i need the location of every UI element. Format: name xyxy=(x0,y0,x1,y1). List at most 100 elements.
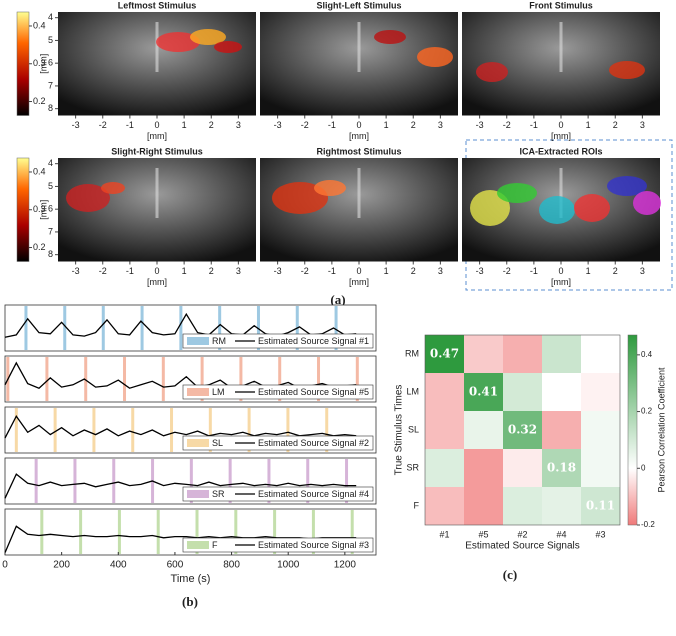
heatmap-cell xyxy=(542,487,581,525)
heatmap-cell xyxy=(464,487,503,525)
activation xyxy=(417,47,453,67)
stimulus-marker xyxy=(234,510,238,554)
activation xyxy=(214,41,242,53)
activation xyxy=(66,184,110,212)
colorbar-tick-label: 0.4 xyxy=(33,20,46,30)
x-tick-label: -1 xyxy=(328,266,336,276)
stimulus-marker xyxy=(53,408,57,452)
x-tick-label: -2 xyxy=(503,266,511,276)
x-tick-label: -1 xyxy=(328,120,336,130)
x-tick-label: #4 xyxy=(556,529,566,539)
x-axis-label: [mm] xyxy=(551,131,571,141)
x-tick-label: #5 xyxy=(478,529,488,539)
legend-label: SL xyxy=(212,438,223,448)
heatmap-cell xyxy=(425,335,464,373)
x-tick-label: -3 xyxy=(72,120,80,130)
y-axis-label: [mm] xyxy=(38,54,48,74)
x-tick-label: -1 xyxy=(126,266,134,276)
y-tick-label: 6 xyxy=(48,58,53,68)
colorbar-tick-label: 0.4 xyxy=(33,166,46,176)
stimulus-marker xyxy=(317,357,321,401)
colorbar-tick-label: 0.4 xyxy=(641,350,653,359)
heatmap-cell xyxy=(503,411,542,449)
heatmap-cell xyxy=(425,449,464,487)
image-title: Slight-Left Stimulus xyxy=(317,0,402,10)
x-axis-label: [mm] xyxy=(147,131,167,141)
heatmap-cell xyxy=(581,449,620,487)
y-tick-label: 7 xyxy=(48,80,53,90)
image-title: Front Stimulus xyxy=(529,0,593,10)
legend-label: SR xyxy=(212,489,225,499)
x-tick-label: #2 xyxy=(517,529,527,539)
y-tick-label: 6 xyxy=(48,204,53,214)
stimulus-marker xyxy=(267,459,271,503)
colorbar-tick-label: 0.2 xyxy=(641,407,653,416)
legend-label: Estimated Source Signal #4 xyxy=(258,489,369,499)
x-tick-label: 600 xyxy=(167,560,184,571)
colorbar-tick-label: -0.2 xyxy=(641,520,655,529)
stimulus-marker xyxy=(350,510,354,554)
colorbar-tick-label: 0.3 xyxy=(33,58,46,68)
stimulus-marker xyxy=(101,306,105,350)
x-tick-label: -2 xyxy=(503,120,511,130)
legend-box xyxy=(182,537,374,553)
x-tick-label: -2 xyxy=(99,120,107,130)
stimulus-marker xyxy=(84,357,88,401)
x-tick-label: 3 xyxy=(438,120,443,130)
x-axis-label: [mm] xyxy=(551,277,571,287)
y-axis-label: True Stimulus Times xyxy=(394,385,405,476)
colorbar xyxy=(16,157,30,262)
legend-swatch xyxy=(187,490,209,498)
heatmap-cell xyxy=(503,373,542,411)
signal-line xyxy=(4,473,357,499)
stimulus-marker xyxy=(195,510,199,554)
activation xyxy=(539,196,575,224)
activation xyxy=(609,61,645,79)
y-tick-label: 7 xyxy=(48,226,53,236)
heatmap-cell xyxy=(581,411,620,449)
heatmap-cell xyxy=(542,335,581,373)
x-tick-label: -1 xyxy=(530,266,538,276)
activation xyxy=(156,32,200,52)
activation xyxy=(470,190,510,226)
x-tick-label: -3 xyxy=(476,120,484,130)
stimulus-marker xyxy=(239,357,243,401)
heatmap-cell xyxy=(464,411,503,449)
y-tick-label: 4 xyxy=(48,158,53,168)
stimulus-marker xyxy=(73,459,77,503)
y-tick-label: 5 xyxy=(48,181,53,191)
y-tick-label: 8 xyxy=(48,249,53,259)
y-tick-label: SL xyxy=(408,424,419,434)
cell-value: 0.11 xyxy=(586,499,615,513)
stimulus-marker xyxy=(170,408,174,452)
x-tick-label: 3 xyxy=(236,120,241,130)
colorbar-tick-label: 0.2 xyxy=(33,96,46,106)
stimulus-marker xyxy=(45,357,49,401)
x-tick-label: 1000 xyxy=(277,560,300,571)
legend-label: Estimated Source Signal #5 xyxy=(258,387,369,397)
stimulus-marker xyxy=(278,357,282,401)
stimulus-marker xyxy=(200,357,204,401)
heatmap-cell xyxy=(503,487,542,525)
legend-label: RM xyxy=(212,336,226,346)
colorbar-tick-label: 0 xyxy=(641,463,646,472)
x-axis-label: Time (s) xyxy=(171,573,211,585)
legend-label: Estimated Source Signal #1 xyxy=(258,336,369,346)
x-tick-label: 2 xyxy=(613,266,618,276)
x-tick-label: 0 xyxy=(356,120,361,130)
heatmap-cell xyxy=(464,449,503,487)
x-tick-label: 200 xyxy=(53,560,70,571)
image-title: Slight-Right Stimulus xyxy=(111,146,203,156)
stimulus-marker xyxy=(161,357,165,401)
x-tick-label: 3 xyxy=(438,266,443,276)
x-tick-label: 1 xyxy=(586,266,591,276)
stimulus-marker xyxy=(24,306,28,350)
stimulus-marker xyxy=(306,459,310,503)
stimulus-marker xyxy=(218,306,222,350)
heatmap-cell xyxy=(542,373,581,411)
y-tick-label: LM xyxy=(406,386,419,396)
heatmap-cell xyxy=(542,449,581,487)
y-tick-label: 8 xyxy=(48,103,53,113)
stimulus-marker xyxy=(131,408,135,452)
